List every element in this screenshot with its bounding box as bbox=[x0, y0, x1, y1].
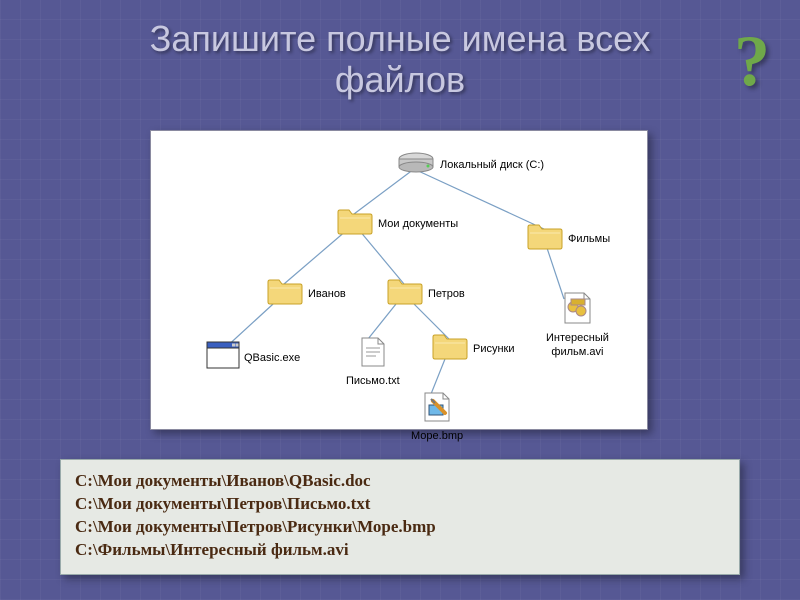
tree-node-movie: Интересный фильм.avi bbox=[546, 291, 609, 358]
title-line2: файлов bbox=[335, 59, 465, 100]
node-label: QBasic.exe bbox=[244, 352, 300, 364]
tree-node-ivanov: Иванов bbox=[266, 276, 346, 311]
node-label: Петров bbox=[428, 288, 465, 300]
answers-box: C:\Мои документы\Иванов\QBasic.doc C:\Мо… bbox=[60, 459, 740, 575]
question-mark-icon: ? bbox=[734, 20, 770, 103]
tree-node-pics: Рисунки bbox=[431, 331, 515, 366]
tree-node-qbasic: QBasic.exe bbox=[206, 341, 300, 374]
node-label: Иванов bbox=[308, 288, 346, 300]
answer-line: C:\Мои документы\Петров\Письмо.txt bbox=[75, 493, 725, 516]
txt-icon bbox=[360, 336, 386, 373]
node-label: Мои документы bbox=[378, 218, 458, 230]
bmp-icon bbox=[423, 391, 451, 428]
folder-icon bbox=[526, 221, 564, 256]
folder-icon bbox=[266, 276, 304, 311]
node-label: Интересный bbox=[546, 332, 609, 344]
tree-node-docs: Мои документы bbox=[336, 206, 458, 241]
tree-node-films: Фильмы bbox=[526, 221, 610, 256]
node-label: фильм.avi bbox=[546, 346, 609, 358]
folder-icon bbox=[336, 206, 374, 241]
node-label: Море.bmp bbox=[411, 430, 463, 442]
title-line1: Запишите полные имена всех bbox=[150, 18, 651, 59]
node-label: Локальный диск (C:) bbox=[440, 159, 544, 171]
avi-icon bbox=[562, 291, 592, 330]
drive-icon bbox=[396, 151, 436, 178]
answer-line: C:\Мои документы\Петров\Рисунки\Море.bmp bbox=[75, 516, 725, 539]
node-label: Рисунки bbox=[473, 343, 515, 355]
page-title: Запишите полные имена всех файлов bbox=[0, 0, 800, 101]
tree-node-petrov: Петров bbox=[386, 276, 465, 311]
tree-node-letter: Письмо.txt bbox=[346, 336, 400, 387]
file-tree-diagram: Локальный диск (C:) Мои документы Фильмы… bbox=[150, 130, 648, 430]
folder-icon bbox=[386, 276, 424, 311]
tree-node-root: Локальный диск (C:) bbox=[396, 151, 544, 178]
node-label: Фильмы bbox=[568, 233, 610, 245]
node-label: Письмо.txt bbox=[346, 375, 400, 387]
answer-line: C:\Мои документы\Иванов\QBasic.doc bbox=[75, 470, 725, 493]
folder-icon bbox=[431, 331, 469, 366]
answer-line: C:\Фильмы\Интересный фильм.avi bbox=[75, 539, 725, 562]
tree-node-sea: Море.bmp bbox=[411, 391, 463, 442]
app-icon bbox=[206, 341, 240, 374]
